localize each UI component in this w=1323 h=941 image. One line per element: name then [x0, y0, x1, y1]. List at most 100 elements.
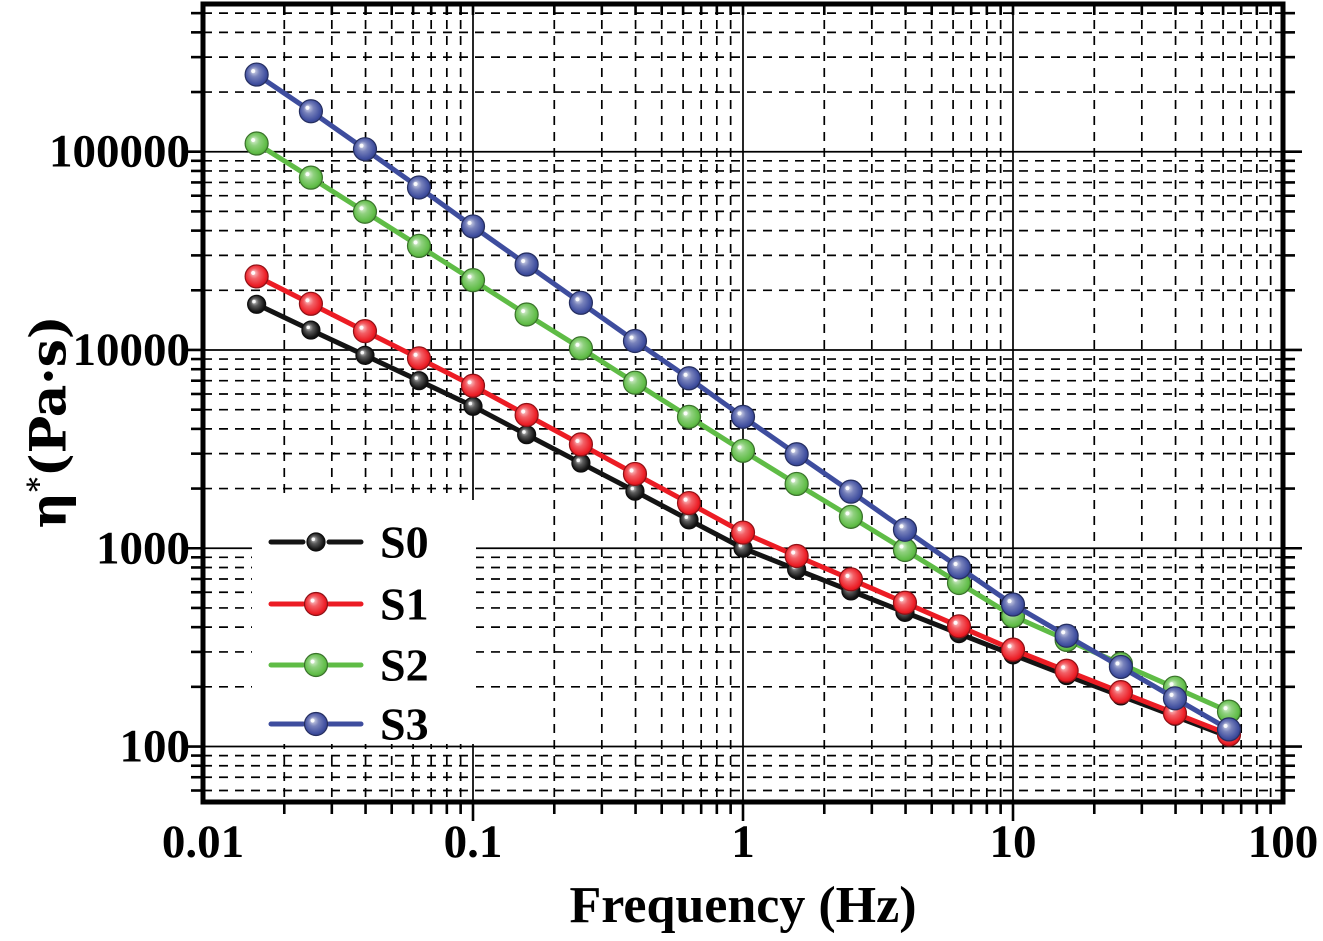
marker-highlight [413, 181, 418, 187]
marker-highlight [1007, 644, 1012, 649]
marker-highlight [629, 335, 634, 340]
marker-highlight [413, 352, 418, 357]
data-point-marker [730, 438, 756, 463]
marker-highlight [791, 478, 796, 483]
legend-marker [303, 591, 329, 617]
grid [203, 4, 1283, 802]
data-point-marker [514, 252, 539, 277]
marker-highlight [1007, 599, 1012, 604]
y-tick-label-1000: 1000 [96, 522, 190, 574]
marker-highlight [1169, 692, 1174, 697]
data-point-marker [676, 490, 702, 516]
data-point-marker [298, 291, 324, 316]
marker-highlight [359, 206, 364, 211]
marker-highlight [953, 561, 958, 567]
marker-highlight [305, 172, 310, 177]
data-point-marker [1216, 717, 1242, 742]
marker-highlight [737, 411, 742, 416]
y-axis-title: η*(Pa·s) [6, 222, 78, 622]
legend: S0 S1 S2 S3 [268, 517, 429, 750]
marker-highlight [1223, 723, 1228, 729]
marker-highlight [737, 445, 742, 450]
marker-highlight [251, 137, 256, 143]
data-point-marker [892, 590, 918, 615]
marker-highlight [899, 597, 904, 602]
data-point-marker [1000, 637, 1026, 662]
data-point-marker [568, 290, 594, 315]
marker-highlight [684, 515, 689, 519]
marker-highlight [1169, 682, 1174, 687]
marker-highlight [305, 105, 310, 110]
data-point-marker [676, 366, 702, 391]
data-point-marker [298, 99, 324, 124]
data-point-marker [244, 264, 269, 289]
marker-highlight [683, 372, 688, 377]
data-point-marker [946, 614, 972, 639]
data-point-marker [838, 567, 864, 592]
data-point-marker [352, 319, 378, 344]
data-point-marker [352, 199, 378, 224]
data-point-marker [946, 555, 972, 580]
marker-highlight [251, 69, 256, 74]
x-axis-title: Frequency (Hz) [569, 877, 917, 934]
data-point-marker [622, 461, 648, 487]
legend-label-s3: S3 [380, 699, 429, 750]
plot-frame [200, 1, 1286, 805]
data-point-marker [298, 165, 324, 190]
marker-highlight [630, 486, 635, 491]
marker-highlight [575, 438, 580, 444]
marker-highlight [310, 718, 315, 723]
legend-marker [303, 711, 329, 737]
marker-highlight [683, 497, 688, 502]
legend-label-s0: S0 [380, 517, 429, 568]
marker-highlight [521, 409, 526, 414]
marker-highlight [305, 298, 310, 303]
data-point-marker [514, 402, 539, 428]
y-tick-label-100000: 100000 [49, 126, 190, 178]
data-point-marker [352, 137, 378, 162]
marker-highlight [306, 325, 311, 330]
data-point-marker [514, 302, 539, 327]
data-point-marker [838, 479, 864, 504]
marker-highlight [899, 544, 904, 549]
marker-highlight [310, 659, 315, 664]
marker-highlight [1223, 706, 1228, 711]
data-point-marker [568, 336, 594, 361]
marker-highlight [413, 240, 418, 245]
tick-labels: 0.01 0.1 1 10 100 100000 10000 1000 100 [49, 126, 1318, 868]
legend-marker [306, 532, 326, 552]
marker-highlight [1115, 686, 1120, 691]
data-point-marker [406, 175, 432, 200]
series-S1 [244, 264, 1242, 747]
marker-highlight [845, 486, 850, 491]
marker-highlight [521, 308, 526, 314]
marker-highlight [467, 274, 472, 279]
data-point-marker [730, 404, 756, 429]
data-point-marker [622, 328, 648, 354]
marker-highlight [576, 458, 581, 463]
y-tick-label-10000: 10000 [73, 324, 191, 376]
data-point-marker [460, 268, 486, 293]
marker-highlight [629, 377, 634, 382]
data-point-marker [406, 346, 432, 371]
data-point-marker [571, 453, 591, 473]
marker-highlight [310, 598, 315, 603]
marker-highlight [791, 550, 796, 555]
data-point-marker [568, 432, 594, 457]
x-tick-label-1: 1 [731, 816, 755, 868]
data-point-marker [406, 233, 432, 258]
data-point-marker [784, 543, 809, 569]
data-point-marker [892, 517, 918, 542]
marker-highlight [522, 430, 526, 434]
data-point-marker [784, 471, 809, 497]
data-point-marker [460, 373, 486, 398]
data-point-marker [622, 370, 648, 395]
legend-label-s1: S1 [380, 579, 429, 630]
axis-ticks [184, 6, 1302, 821]
data-point-marker [1000, 592, 1026, 617]
data-point-marker [1054, 658, 1079, 683]
marker-highlight [953, 620, 958, 625]
data-point-marker [892, 537, 918, 563]
